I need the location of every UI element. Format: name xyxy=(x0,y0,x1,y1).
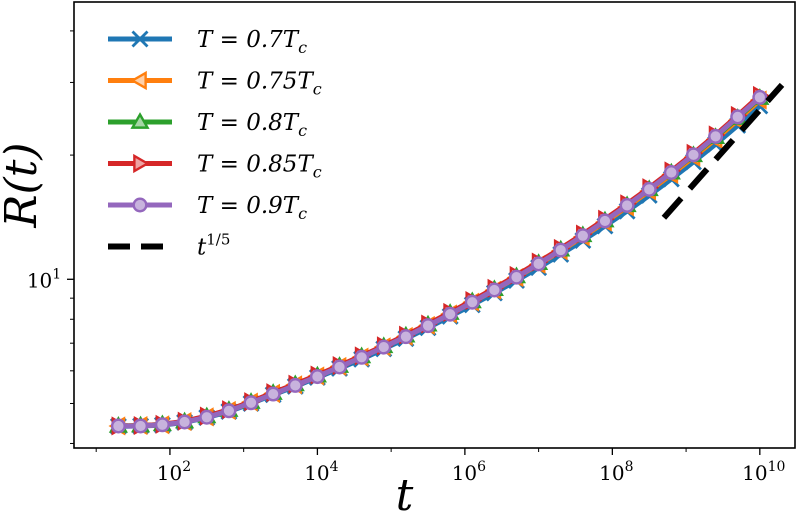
data-point-4-5 xyxy=(221,403,237,419)
legend-label-3: T = 0.85Tc xyxy=(197,152,322,182)
data-point-4-28 xyxy=(730,109,746,125)
legend-label-2: T = 0.8Tc xyxy=(197,110,307,140)
legend-swatch-marker-1 xyxy=(130,70,147,91)
legend-label-1: T = 0.75Tc xyxy=(197,69,322,99)
legend-label-0: T = 0.7Tc xyxy=(197,27,307,57)
data-point-4-3 xyxy=(177,414,193,430)
data-point-4-27 xyxy=(708,128,724,144)
axes-frame xyxy=(73,1,796,449)
data-point-4-11 xyxy=(354,349,370,365)
data-point-4-24 xyxy=(641,181,657,197)
data-point-4-6 xyxy=(243,395,259,411)
legend-label-reference: t1/5 xyxy=(197,231,230,261)
data-point-4-26 xyxy=(685,147,701,163)
series-markers-2 xyxy=(108,88,770,433)
data-point-4-22 xyxy=(597,213,613,229)
series-line-3 xyxy=(115,92,763,429)
legend-entry-2: T = 0.8Tc xyxy=(108,110,307,140)
series-line-4 xyxy=(115,94,763,429)
legend-swatch-marker-3 xyxy=(133,153,150,174)
series-markers-1 xyxy=(108,90,767,436)
series-3 xyxy=(111,85,770,436)
x-axis-label: t xyxy=(396,470,414,515)
data-point-4-18 xyxy=(508,269,524,285)
series-1 xyxy=(108,90,767,436)
series-line-1 xyxy=(115,97,763,429)
y-tick-label-0: 101 xyxy=(27,266,61,292)
data-point-4-4 xyxy=(199,409,215,425)
legend-swatch-marker-0 xyxy=(131,30,149,48)
data-point-4-12 xyxy=(376,339,392,355)
series-line-2 xyxy=(115,95,763,429)
data-point-4-14 xyxy=(420,318,436,334)
reference-line xyxy=(661,82,785,220)
series-markers-0 xyxy=(109,97,769,435)
legend-swatch-marker-2 xyxy=(130,112,150,129)
data-point-4-15 xyxy=(442,306,458,322)
data-point-4-8 xyxy=(287,377,303,393)
data-point-4-19 xyxy=(531,256,547,272)
data-point-4-13 xyxy=(398,329,414,345)
legend-entry-1: T = 0.75Tc xyxy=(108,69,322,99)
data-point-4-29 xyxy=(752,89,768,105)
data-series-group xyxy=(108,82,785,436)
data-point-4-16 xyxy=(464,294,480,310)
data-point-4-21 xyxy=(575,228,591,244)
data-point-4-17 xyxy=(486,282,502,298)
data-point-4-7 xyxy=(265,386,281,402)
legend-label-4: T = 0.9Tc xyxy=(197,193,307,223)
data-point-4-1 xyxy=(133,418,149,434)
series-2 xyxy=(108,88,770,433)
x-tick-label-4: 1010 xyxy=(742,459,785,485)
data-point-4-25 xyxy=(663,164,679,180)
legend-entry-3: T = 0.85Tc xyxy=(108,152,322,182)
legend-entry-reference: t1/5 xyxy=(108,231,230,261)
data-point-4-2 xyxy=(154,417,170,433)
x-tick-label-2: 106 xyxy=(452,459,486,485)
x-tick-label-0: 102 xyxy=(157,459,191,485)
data-point-4-9 xyxy=(309,369,325,385)
data-point-4-0 xyxy=(110,418,126,434)
legend-swatch-marker-0-shape xyxy=(131,30,149,48)
x-tick-label-1: 104 xyxy=(304,459,338,485)
legend-swatch-marker-4 xyxy=(132,197,148,213)
y-axis-label: R(t) xyxy=(0,142,47,228)
data-point-4-23 xyxy=(619,197,635,213)
plot-area xyxy=(108,82,785,436)
x-tick-label-3: 108 xyxy=(599,459,633,485)
data-point-4-10 xyxy=(332,359,348,375)
series-markers-3 xyxy=(111,85,770,436)
series-4 xyxy=(110,89,768,434)
legend-entry-4: T = 0.9Tc xyxy=(108,193,307,223)
series-markers-4 xyxy=(110,89,768,434)
series-0 xyxy=(109,97,769,435)
legend: T = 0.7Tc T = 0.75Tc T = 0.8Tc T = 0.85Tc T … xyxy=(108,27,322,261)
legend-entry-0: T = 0.7Tc xyxy=(108,27,307,57)
data-point-4-20 xyxy=(553,242,569,258)
